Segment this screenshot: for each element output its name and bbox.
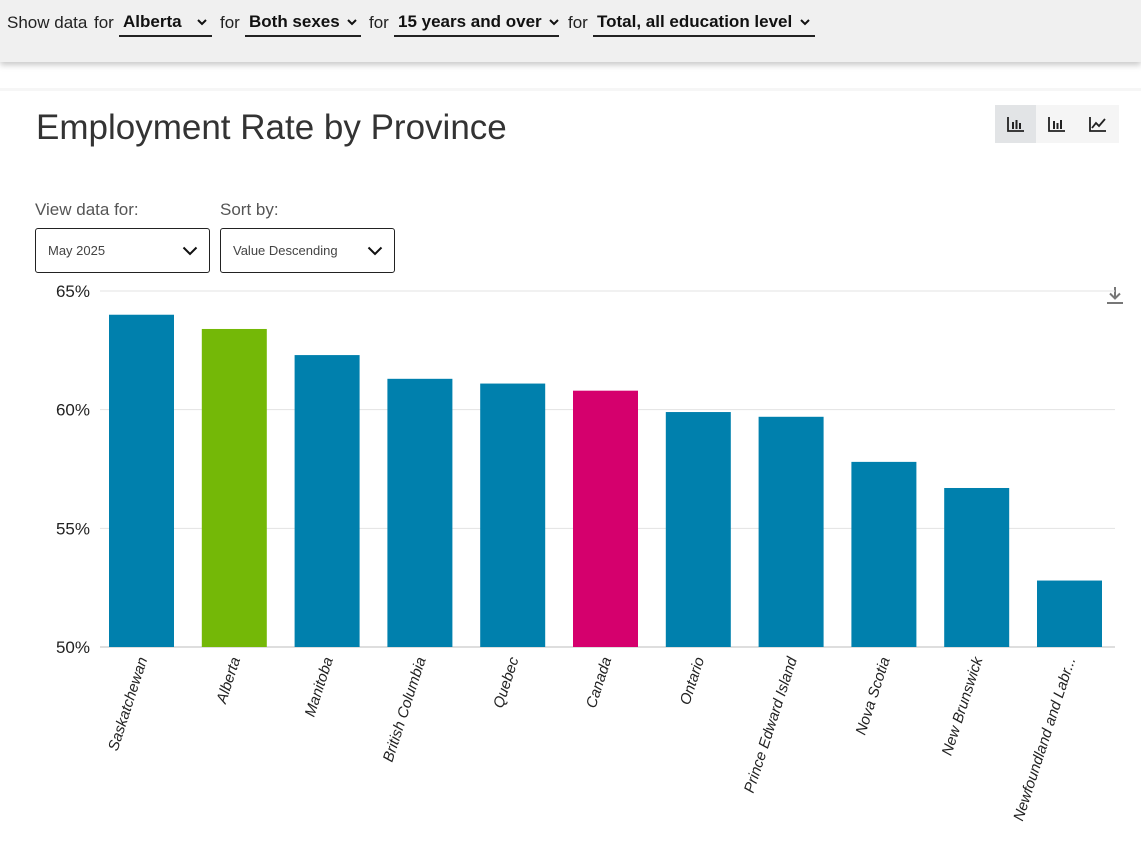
x-category-label: Saskatchewan	[105, 655, 151, 753]
x-category-label: Prince Edward Island	[741, 654, 801, 795]
geography-select[interactable]: Alberta	[119, 9, 212, 37]
for-label-2: for	[220, 13, 240, 32]
chevron-down-icon	[197, 19, 207, 26]
section-divider	[0, 88, 1141, 91]
age-select[interactable]: 15 years and over	[394, 9, 559, 37]
bar-prince-edward-island[interactable]	[758, 416, 824, 647]
y-tick-label: 50%	[56, 638, 90, 657]
download-icon[interactable]	[1104, 284, 1126, 306]
bar-canada[interactable]	[573, 390, 638, 647]
bar-british-columbia[interactable]	[387, 378, 453, 647]
for-label-4: for	[568, 13, 588, 32]
bar-quebec[interactable]	[480, 383, 546, 647]
bar-ontario[interactable]	[665, 412, 731, 647]
page-title: Employment Rate by Province	[36, 108, 507, 147]
y-tick-label: 65%	[56, 282, 90, 301]
period-dropdown-value: May 2025	[48, 243, 106, 258]
sex-select-value: Both sexes	[249, 12, 340, 31]
chevron-down-icon	[800, 19, 810, 26]
y-tick-label: 60%	[56, 401, 90, 420]
chevron-down-icon	[346, 19, 357, 26]
age-select-value: 15 years and over	[398, 12, 542, 31]
education-select-value: Total, all education levels	[597, 12, 793, 31]
employment-rate-bar-chart: 50% 55% 60% 65% Saskatchewan Alberta Manitoba B…	[56, 282, 1115, 823]
chevron-down-icon	[182, 246, 198, 255]
show-data-label: Show data	[7, 13, 88, 32]
line-chart-icon	[1088, 117, 1106, 132]
for-label-3: for	[369, 13, 389, 32]
x-category-label: Manitoba	[302, 655, 337, 719]
bar-newfoundland-and-labr[interactable]	[1037, 580, 1102, 647]
chevron-down-icon	[367, 246, 383, 255]
filter-bar: Show data for Alberta for Both sexes for…	[0, 0, 1141, 62]
chevron-down-icon	[548, 19, 559, 26]
bar-manitoba[interactable]	[294, 355, 360, 647]
x-category-label: British Columbia	[380, 655, 430, 764]
column-chart-button[interactable]	[1036, 105, 1077, 143]
chart-type-toggle	[995, 105, 1119, 143]
x-category-label: Newfoundland and Labr...	[1010, 655, 1079, 823]
line-chart-button[interactable]	[1077, 105, 1118, 143]
x-category-label: Quebec	[490, 655, 523, 711]
sort-dropdown-value: Value Descending	[233, 243, 338, 258]
sort-by-label: Sort by:	[220, 200, 279, 219]
y-tick-label: 55%	[56, 519, 90, 538]
view-data-label: View data for:	[35, 200, 139, 219]
bar-chart-button[interactable]	[995, 105, 1036, 143]
column-chart-icon	[1047, 117, 1065, 132]
bar-chart-icon	[1006, 117, 1024, 132]
sort-dropdown[interactable]: Value Descending	[220, 228, 395, 273]
bar-saskatchewan[interactable]	[109, 314, 174, 647]
sex-select[interactable]: Both sexes	[245, 9, 361, 37]
bar-nova-scotia[interactable]	[851, 461, 917, 647]
x-category-label: Nova Scotia	[853, 655, 894, 737]
bar-alberta[interactable]	[201, 328, 267, 647]
geography-select-value: Alberta	[123, 12, 182, 31]
bar-new-brunswick[interactable]	[944, 487, 1010, 647]
x-category-label: Ontario	[677, 655, 708, 707]
x-category-label: Canada	[583, 655, 615, 710]
education-select[interactable]: Total, all education levels	[593, 9, 815, 37]
x-category-label: New Brunswick	[939, 654, 987, 758]
x-category-label: Alberta	[213, 655, 244, 706]
for-label-1: for	[94, 13, 114, 32]
period-dropdown[interactable]: May 2025	[35, 228, 210, 273]
